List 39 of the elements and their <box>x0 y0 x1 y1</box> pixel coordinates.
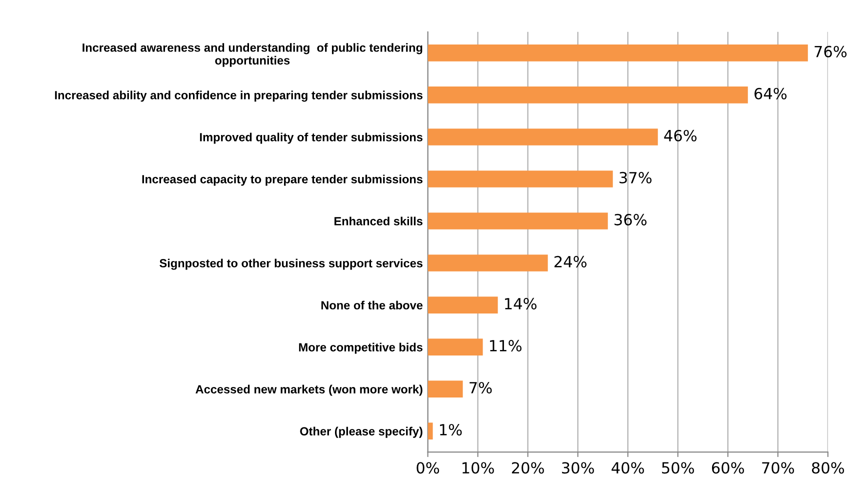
data-label: 37% <box>620 172 652 184</box>
x-tick-label: 70% <box>762 462 794 474</box>
y-tick-label: More competitive bids <box>299 342 422 354</box>
data-label: 14% <box>505 298 536 310</box>
y-tick-label: Increased capacity to prepare tender submissions <box>142 174 422 186</box>
x-tick-label: 20% <box>512 462 544 474</box>
bar <box>428 86 748 104</box>
data-label: 76% <box>814 46 847 58</box>
data-label: 64% <box>754 88 787 100</box>
data-label: 7% <box>470 382 492 394</box>
y-tick-label: Enhanced skills <box>334 216 422 226</box>
data-label: 11% <box>490 340 522 352</box>
bar <box>428 212 608 230</box>
data-label: 24% <box>554 256 586 268</box>
y-tick-label: Increased awareness and understanding of public tendering opportunities <box>82 43 422 67</box>
data-label: 1% <box>440 424 462 436</box>
bar <box>428 170 613 188</box>
bar <box>428 128 658 146</box>
y-tick-label: None of the above <box>321 300 423 310</box>
x-tick-label: 0% <box>416 462 440 474</box>
bar <box>428 422 433 440</box>
bar <box>428 338 483 356</box>
bar <box>428 44 808 62</box>
y-tick-label: Signposted to other business support services <box>160 258 422 270</box>
x-tick-label: 30% <box>562 462 594 474</box>
x-tick-label: 80% <box>812 462 844 474</box>
y-tick-label: Other (please specify) <box>300 426 422 438</box>
y-tick-label: Improved quality of tender submissions <box>200 132 422 144</box>
bar <box>428 380 463 398</box>
bar <box>428 254 548 272</box>
data-label: 46% <box>664 130 697 142</box>
y-tick-label: Accessed new markets (won more work) <box>196 384 422 396</box>
bar <box>428 296 498 314</box>
x-tick-label: 10% <box>462 462 494 474</box>
y-tick-label: Increased ability and confidence in preparing tender submissions <box>55 90 422 102</box>
x-tick-label: 60% <box>712 462 744 474</box>
x-tick-label: 50% <box>662 462 694 474</box>
data-label: 36% <box>614 214 647 226</box>
x-tick-label: 40% <box>612 462 644 474</box>
